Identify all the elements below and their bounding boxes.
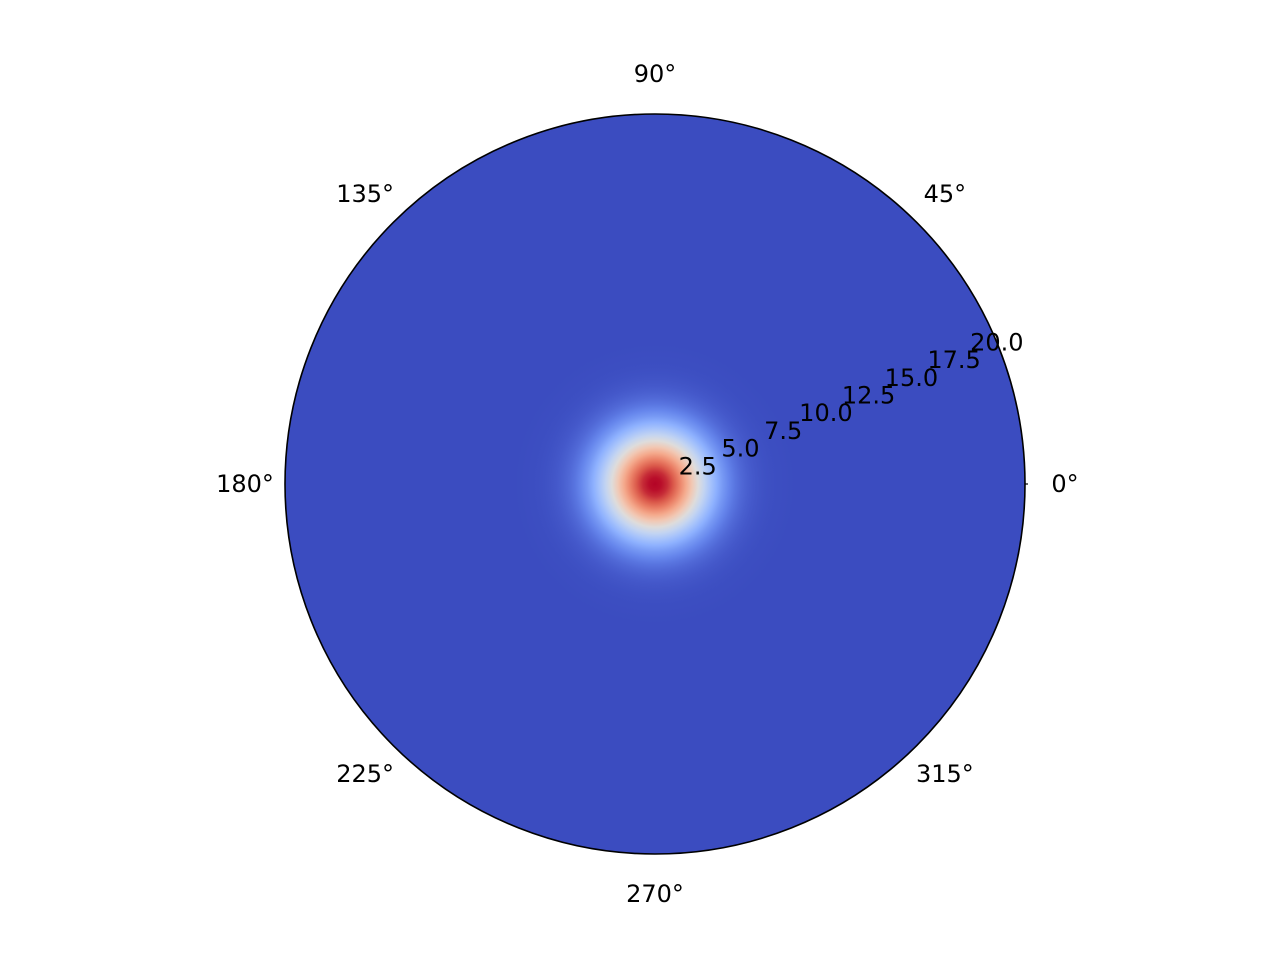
angular-tick-labels: 0° 45° 90° 135° 180° 225° 270° 315°: [216, 60, 1079, 908]
radial-tick-label-5-0: 5.0: [721, 435, 759, 463]
radial-tick-label-15-0: 15.0: [885, 364, 938, 392]
heatmap-disc: [285, 114, 1025, 854]
angular-tick-label-45: 45°: [924, 180, 967, 208]
angular-tick-label-135: 135°: [336, 180, 394, 208]
angular-tick-label-90: 90°: [634, 60, 677, 88]
radial-tick-label-20-0: 20.0: [970, 328, 1023, 356]
radial-tick-label-2-5: 2.5: [679, 452, 717, 480]
angular-tick-label-225: 225°: [336, 760, 394, 788]
radial-tick-label-12-5: 12.5: [842, 382, 895, 410]
angular-tick-label-180: 180°: [216, 470, 274, 498]
radial-tick-label-10-0: 10.0: [799, 399, 852, 427]
radial-tick-label-7-5: 7.5: [764, 417, 802, 445]
radial-tick-labels: 2.55.07.510.012.515.017.520.0: [679, 328, 1024, 480]
angular-tick-label-270: 270°: [626, 880, 684, 908]
angular-tick-label-315: 315°: [916, 760, 974, 788]
angular-tick-label-0: 0°: [1051, 470, 1078, 498]
radial-tick-label-17-5: 17.5: [927, 346, 980, 374]
plot-area: [284, 113, 1028, 855]
